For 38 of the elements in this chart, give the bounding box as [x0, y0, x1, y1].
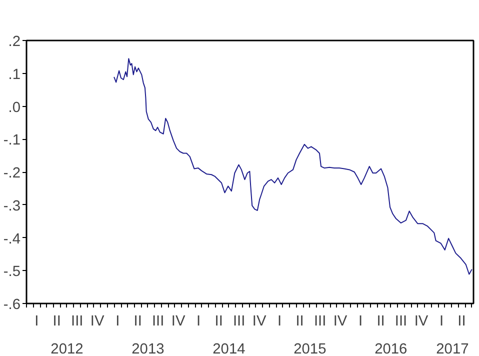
- text: I: [278, 314, 282, 330]
- text: I: [358, 314, 363, 330]
- text: I: [34, 314, 39, 330]
- text: III: [314, 314, 326, 330]
- y-tick-label: -.2: [3, 166, 21, 182]
- text: II: [296, 314, 304, 330]
- y-tick-label: .0: [8, 100, 21, 116]
- text: IV: [90, 314, 105, 330]
- text: III: [71, 314, 84, 330]
- text: I: [116, 314, 120, 330]
- x-tick-label: 2016: [374, 342, 408, 356]
- x-tick-label: 2013: [132, 342, 164, 356]
- y-tick-label: -.4: [3, 231, 21, 248]
- x-tick-label: 2014: [212, 342, 246, 356]
- y-tick-label: .1: [8, 66, 21, 83]
- y-tick-label: -.3: [3, 198, 21, 214]
- text: I: [196, 314, 201, 330]
- y-tick-label: -.6: [3, 297, 21, 313]
- x-tick-label: 2017: [436, 342, 469, 356]
- x-tick-label: 2012: [50, 342, 84, 356]
- y-tick-label: -.5: [3, 264, 21, 280]
- text: II: [214, 314, 223, 330]
- text: III: [394, 314, 408, 330]
- y-tick-label: -.1: [3, 132, 21, 149]
- text: IV: [414, 314, 428, 330]
- line-series: [114, 58, 472, 275]
- y-tick-label: .2: [8, 34, 21, 50]
- text: IV: [252, 314, 266, 330]
- text: II: [52, 314, 61, 330]
- text: III: [232, 314, 246, 330]
- text: II: [458, 314, 466, 330]
- text: III: [152, 314, 164, 330]
- text: II: [376, 314, 385, 330]
- x-tick-label: 2015: [294, 342, 326, 356]
- text: IV: [171, 314, 186, 330]
- text: I: [439, 314, 444, 330]
- text: IV: [333, 314, 348, 330]
- text: II: [134, 314, 142, 330]
